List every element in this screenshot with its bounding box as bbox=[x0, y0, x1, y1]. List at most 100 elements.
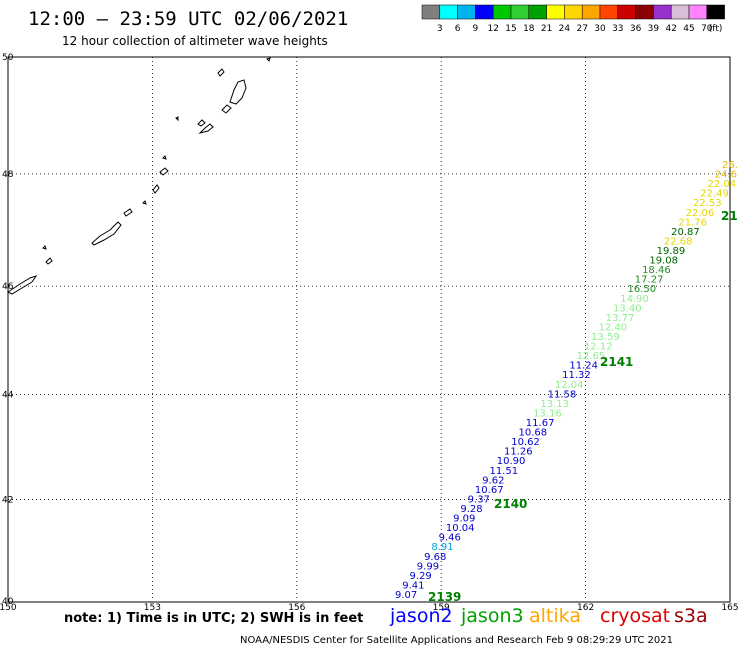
wave-height-value: 10.67 bbox=[475, 485, 504, 496]
kuril-island bbox=[42, 245, 47, 250]
wave-height-value: 11.67 bbox=[526, 418, 555, 429]
legend-tick-label: 36 bbox=[630, 24, 642, 34]
legend-swatch bbox=[635, 4, 654, 20]
kuril-island bbox=[7, 275, 38, 295]
legend-tick-label: 42 bbox=[665, 24, 676, 34]
legend-tick-label: 21 bbox=[541, 24, 552, 34]
wave-height-value: 9.29 bbox=[410, 571, 432, 582]
wave-height-value: 9.37 bbox=[468, 494, 490, 505]
lon-tick-label: 153 bbox=[144, 603, 161, 613]
color-scale-legend: 3 6 9 12 15 18 21 24 27 30 33 36 39 42 45 70(ft) bbox=[421, 4, 725, 34]
legend-swatch bbox=[653, 4, 672, 20]
wave-height-value: 10.04 bbox=[446, 523, 475, 534]
kuril-island bbox=[198, 123, 214, 134]
wave-height-value: 10.62 bbox=[511, 437, 540, 448]
wave-height-value: 10.68 bbox=[519, 428, 548, 439]
legend-swatch bbox=[439, 4, 458, 20]
altimeter-track: 9.079.419.299.999.688.919.4610.049.099.2… bbox=[395, 160, 738, 601]
wave-height-value: 17.27 bbox=[635, 275, 664, 286]
legend-swatch bbox=[564, 4, 583, 20]
mission-label-cryosat: cryosat bbox=[600, 605, 671, 627]
kuril-island bbox=[197, 119, 206, 127]
legend-unit: (ft) bbox=[709, 24, 723, 34]
wave-height-value: 10.90 bbox=[497, 456, 526, 467]
map-grid bbox=[8, 57, 730, 601]
lon-tick-label: 165 bbox=[721, 603, 738, 613]
wave-height-value: 13.59 bbox=[591, 332, 620, 343]
wave-height-value: 16.50 bbox=[628, 284, 657, 295]
page-title: 12:00 – 23:59 UTC 02/06/2021 bbox=[28, 8, 349, 30]
pass-time-label: 2141 bbox=[600, 355, 633, 369]
legend-tick-label: 30 bbox=[594, 24, 606, 34]
wave-height-value: 11.26 bbox=[504, 447, 533, 458]
lat-tick-label: 42 bbox=[2, 495, 13, 505]
map-frame bbox=[7, 56, 731, 603]
wave-height-value: 12.65 bbox=[577, 351, 606, 362]
wave-height-value: 13.16 bbox=[533, 408, 562, 419]
kuril-island bbox=[91, 221, 122, 246]
kuril-island bbox=[266, 57, 271, 62]
legend-swatch bbox=[581, 4, 601, 20]
legend-tick-label: 15 bbox=[505, 24, 516, 34]
legend-swatch bbox=[475, 4, 494, 20]
wave-height-value: 22.06 bbox=[686, 208, 715, 219]
map-ticks: 150 153 156 159 162 165 40 42 44 46 48 50 bbox=[0, 53, 739, 613]
kuril-island bbox=[175, 116, 179, 122]
wave-height-value: 9.46 bbox=[439, 533, 461, 544]
wave-height-value: 12.04 bbox=[555, 380, 584, 391]
wave-height-value: 21.76 bbox=[678, 217, 707, 228]
wave-height-value: 9.41 bbox=[402, 580, 424, 591]
wave-height-value: 22.68 bbox=[664, 236, 693, 247]
legend-swatch bbox=[421, 4, 441, 20]
legend-tick-label: 45 bbox=[683, 24, 694, 34]
legend-swatch bbox=[546, 4, 565, 20]
lat-tick-label: 46 bbox=[2, 282, 14, 292]
mission-label-jason2: jason2 bbox=[390, 605, 453, 627]
wave-height-value: 13.77 bbox=[606, 313, 635, 324]
wave-height-value: 19.89 bbox=[657, 246, 686, 257]
wave-height-value: 22.53 bbox=[693, 198, 722, 209]
legend-swatch bbox=[510, 4, 530, 20]
wave-height-value: 12.40 bbox=[598, 322, 627, 333]
legend-tick-label: 3 bbox=[437, 24, 443, 34]
wave-height-value: 8.91 bbox=[431, 542, 453, 553]
wave-height-value: 11.32 bbox=[562, 370, 591, 381]
kuril-island bbox=[229, 79, 247, 105]
wave-height-value: 11.24 bbox=[569, 361, 598, 372]
pass-time-label: 2140 bbox=[494, 497, 527, 511]
page-subtitle: 12 hour collection of altimeter wave hei… bbox=[62, 34, 328, 48]
legend-swatch bbox=[599, 4, 619, 20]
pass-time-labels: 2139 2140 2141 21 bbox=[428, 209, 738, 604]
lat-tick-label: 48 bbox=[2, 170, 14, 180]
lon-tick-label: 156 bbox=[288, 603, 305, 613]
wave-height-value: 9.99 bbox=[417, 561, 439, 572]
legend-swatch bbox=[528, 4, 547, 20]
wave-height-value: 18.46 bbox=[642, 265, 671, 276]
wave-height-value: 24.6 bbox=[715, 170, 737, 181]
wave-height-value: 9.68 bbox=[424, 552, 446, 563]
legend-tick-label: 27 bbox=[576, 24, 587, 34]
lat-tick-label: 44 bbox=[2, 391, 14, 401]
kuril-island bbox=[162, 155, 167, 160]
mission-label-s3a: s3a bbox=[674, 605, 708, 627]
mission-label-jason3: jason3 bbox=[461, 605, 524, 627]
wave-height-value: 19.08 bbox=[649, 256, 678, 267]
legend-tick-label: 24 bbox=[559, 24, 571, 34]
kuril-island bbox=[123, 208, 133, 217]
lon-tick-label: 162 bbox=[577, 603, 594, 613]
kuril-island bbox=[45, 257, 53, 265]
legend-swatch bbox=[670, 4, 690, 20]
kuril-island bbox=[159, 167, 169, 176]
legend-swatch bbox=[457, 4, 476, 20]
wave-height-value: 9.28 bbox=[460, 504, 482, 515]
legend-tick-label: 18 bbox=[523, 24, 535, 34]
footer-note: note: 1) Time is in UTC; 2) SWH is in fe… bbox=[64, 611, 364, 626]
legend-swatch bbox=[492, 4, 512, 20]
pass-time-label: 2139 bbox=[428, 590, 461, 604]
legend-swatch bbox=[617, 4, 636, 20]
kuril-island bbox=[221, 104, 232, 114]
legend-tick-label: 39 bbox=[648, 24, 660, 34]
wave-height-value: 11.58 bbox=[548, 389, 577, 400]
wave-height-value: 11.51 bbox=[489, 466, 518, 477]
